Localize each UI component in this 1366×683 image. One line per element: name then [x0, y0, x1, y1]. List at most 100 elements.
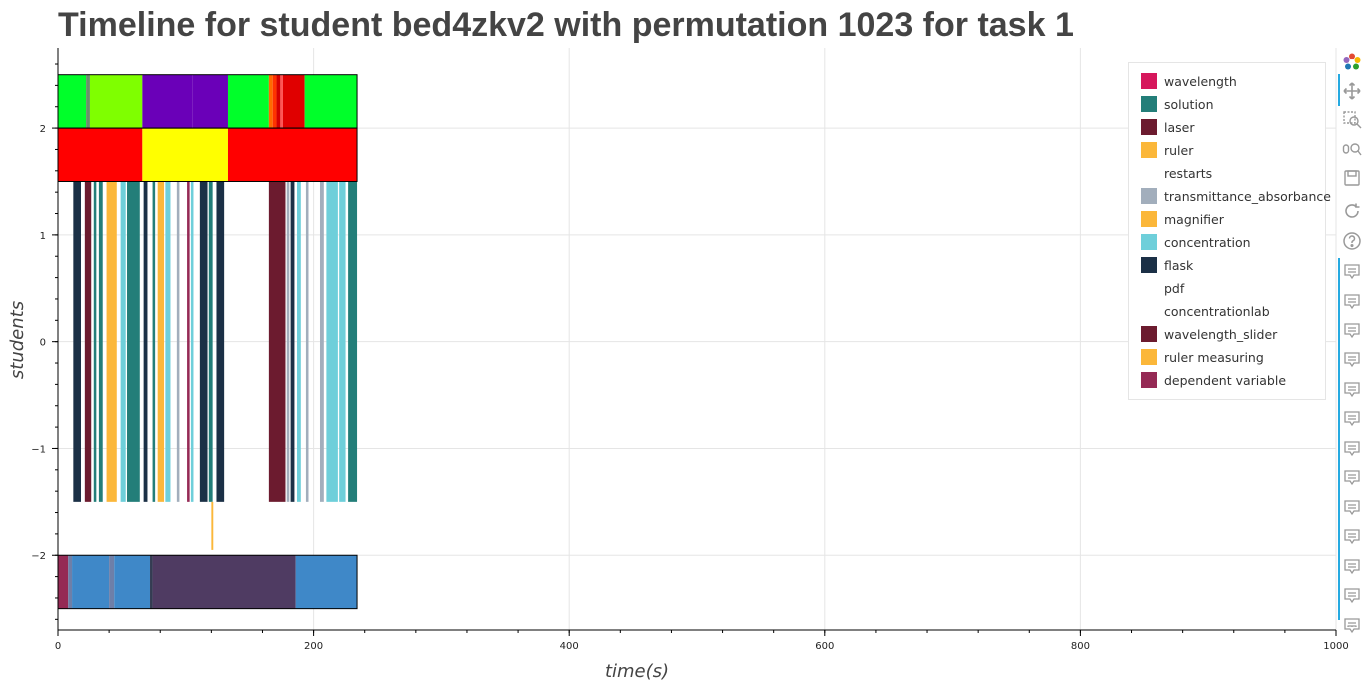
timeline-segment[interactable] [192, 74, 228, 129]
timeline-segment[interactable] [120, 181, 126, 502]
timeline-segment[interactable] [127, 181, 140, 502]
hover-icon[interactable] [1340, 407, 1364, 431]
timeline-segment[interactable] [208, 181, 213, 502]
timeline-segment[interactable] [157, 181, 165, 502]
timeline-segment[interactable] [84, 181, 92, 502]
timeline-segment[interactable] [152, 555, 296, 609]
timeline-segment[interactable] [142, 74, 193, 129]
y-tick-label: −1 [31, 444, 46, 455]
x-tick-label: 200 [304, 641, 323, 652]
legend-label: restarts [1164, 165, 1213, 181]
legend-item[interactable]: flask [1141, 257, 1193, 273]
timeline-segment[interactable] [268, 74, 273, 129]
legend-item[interactable]: concentrationlab [1141, 303, 1270, 319]
y-tick-label: −2 [31, 551, 46, 562]
timeline-segment[interactable] [93, 181, 97, 502]
x-axis-label: time(s) [605, 661, 669, 682]
timeline-segment[interactable] [339, 181, 346, 502]
timeline-segment[interactable] [190, 181, 194, 502]
legend-swatch [1141, 257, 1157, 273]
hover-icon[interactable] [1340, 260, 1364, 284]
timeline-segment[interactable] [89, 74, 143, 129]
y-axis-label: students [7, 301, 28, 379]
timeline-segment[interactable] [276, 74, 281, 129]
timeline-segment[interactable] [86, 74, 90, 129]
timeline-segment[interactable] [73, 181, 82, 502]
hover-icon[interactable] [1340, 378, 1364, 402]
save-icon[interactable] [1340, 166, 1364, 190]
timeline-segment[interactable] [98, 181, 103, 502]
timeline-segment[interactable] [143, 181, 148, 502]
hover-icon[interactable] [1340, 437, 1364, 461]
timeline-segment[interactable] [142, 128, 228, 182]
reset-icon[interactable] [1340, 199, 1364, 223]
legend-item[interactable]: restarts [1141, 165, 1212, 181]
bokeh-logo-icon[interactable] [1340, 50, 1364, 74]
timeline-segment[interactable] [227, 128, 358, 182]
legend-item[interactable]: pdf [1141, 280, 1184, 296]
timeline-segment[interactable] [58, 74, 87, 129]
timeline-segment[interactable] [58, 128, 143, 182]
timeline-segment[interactable] [114, 555, 151, 609]
timeline-segment[interactable] [106, 181, 117, 502]
timeline-segment[interactable] [280, 74, 283, 129]
hover-icon[interactable] [1340, 614, 1364, 638]
legend-item[interactable]: solution [1141, 96, 1214, 112]
timeline-bars[interactable] [58, 74, 358, 609]
timeline-segment[interactable] [109, 555, 115, 609]
timeline-segment[interactable] [348, 181, 358, 502]
timeline-segment[interactable] [304, 74, 358, 129]
timeline-segment[interactable] [319, 181, 324, 502]
legend-item[interactable]: ruler [1141, 142, 1193, 158]
legend-item[interactable]: wavelength [1141, 73, 1237, 89]
hover-icon[interactable] [1340, 319, 1364, 343]
legend-item[interactable]: transmittance_absorbance [1141, 188, 1331, 204]
x-tick-label: 600 [815, 641, 834, 652]
hover-icon[interactable] [1340, 584, 1364, 608]
legend-swatch [1141, 349, 1157, 365]
timeline-segment[interactable] [227, 74, 269, 129]
axes: 0 200 400 600 800 1000 −2 −1 0 1 2 [31, 48, 1349, 652]
timeline-segment[interactable] [187, 181, 190, 502]
timeline-segment[interactable] [58, 555, 69, 609]
timeline-segment[interactable] [290, 181, 295, 502]
timeline-segment[interactable] [286, 181, 290, 502]
legend-item[interactable]: laser [1141, 119, 1194, 135]
legend-item[interactable]: concentration [1141, 234, 1251, 250]
timeline-segment[interactable] [268, 181, 286, 502]
legend-item[interactable]: magnifier [1141, 211, 1224, 227]
box-zoom-icon[interactable] [1340, 108, 1364, 132]
timeline-segment[interactable] [211, 501, 214, 550]
hover-icon[interactable] [1340, 466, 1364, 490]
hover-icon[interactable] [1340, 290, 1364, 314]
legend-item[interactable]: wavelength_slider [1141, 326, 1277, 342]
timeline-segment[interactable] [305, 181, 309, 502]
timeline-segment[interactable] [216, 181, 225, 502]
legend-item[interactable]: dependent variable [1141, 372, 1286, 388]
legend-swatch [1141, 96, 1157, 112]
help-icon[interactable] [1340, 229, 1364, 253]
pan-icon[interactable] [1340, 79, 1364, 103]
hover-icon[interactable] [1340, 348, 1364, 372]
legend-item[interactable]: ruler measuring [1141, 349, 1264, 365]
wheel-zoom-icon[interactable] [1340, 137, 1364, 161]
timeline-segment[interactable] [165, 181, 171, 502]
timeline-segment[interactable] [295, 555, 358, 609]
more-tools-icon[interactable]: ⋯ [1346, 619, 1358, 633]
hover-icon[interactable] [1340, 525, 1364, 549]
hover-icon[interactable] [1340, 496, 1364, 520]
timeline-segment[interactable] [272, 74, 277, 129]
timeline-segment[interactable] [199, 181, 208, 502]
timeline-segment[interactable] [176, 181, 180, 502]
x-tick-label: 800 [1071, 641, 1090, 652]
hover-icon[interactable] [1340, 555, 1364, 579]
y-tick-label: 2 [40, 124, 46, 135]
timeline-segment[interactable] [282, 74, 305, 129]
timeline-segment[interactable] [72, 555, 110, 609]
timeline-segment[interactable] [326, 181, 338, 502]
timeline-segment[interactable] [68, 555, 73, 609]
timeline-segment[interactable] [152, 181, 156, 502]
timeline-segment[interactable] [296, 181, 301, 502]
timeline-segment[interactable] [150, 555, 153, 609]
